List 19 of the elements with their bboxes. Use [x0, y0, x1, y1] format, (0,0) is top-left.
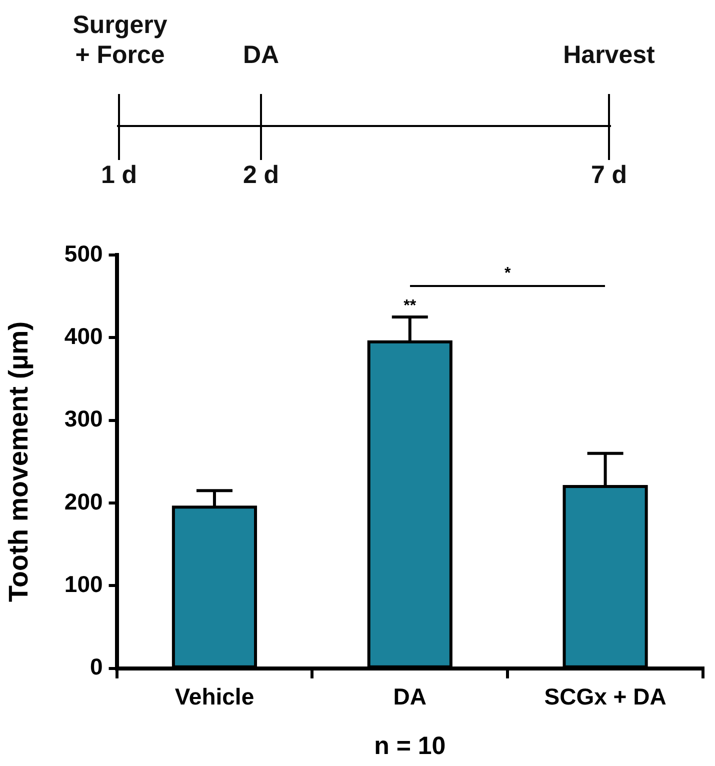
y-axis-title: Tooth movement (µm) — [4, 321, 34, 602]
x-tick-label: Vehicle — [174, 684, 254, 710]
x-tick-label: DA — [393, 684, 427, 710]
text: 2 d — [242, 160, 280, 190]
y-tick-label: 100 — [64, 571, 103, 598]
text: Harvest — [562, 40, 656, 70]
x-tick-label: SCGx + DA — [544, 684, 666, 710]
y-tick-label: 400 — [64, 323, 103, 350]
y-tick-label: 300 — [64, 406, 103, 432]
y-tick-label: 200 — [64, 488, 103, 514]
y-tick-label: 0 — [90, 654, 103, 680]
text: DA — [242, 41, 280, 69]
x-axis-title: n = 10 — [374, 732, 446, 760]
annotation: * — [504, 265, 511, 283]
text: 7 d — [590, 160, 628, 190]
text: Surgery + Force — [72, 10, 168, 70]
y-tick-label: 500 — [64, 240, 103, 266]
text: 1 d — [100, 160, 138, 190]
annotation: ** — [404, 297, 417, 314]
